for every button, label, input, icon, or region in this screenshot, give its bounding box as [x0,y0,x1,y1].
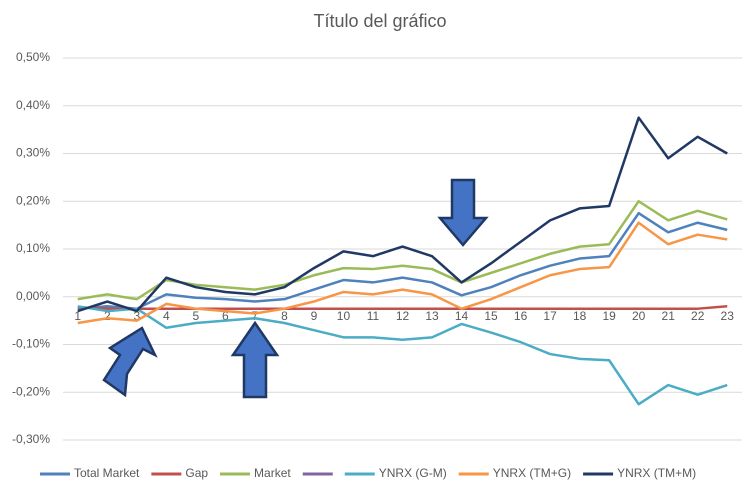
y-tick-label: 0,30% [16,146,50,160]
y-tick-label: 0,40% [16,98,50,112]
x-tick-label: 23 [721,309,735,323]
legend: Total Market Gap Market YNRX (G-M) YNRX (TM+… [40,466,696,480]
x-tick-label: 6 [222,309,229,323]
x-tick-label: 11 [367,309,380,323]
y-tick-label: -0,20% [12,384,50,398]
arrow-up [102,326,158,398]
x-tick-label: 20 [632,309,646,323]
legend-label: Gap [185,466,208,480]
x-tick-label: 15 [484,309,498,323]
x-tick-label: 13 [425,309,439,323]
y-tick-label: 0,50% [16,50,50,64]
series-line [77,221,728,325]
legend-label: Market [254,466,291,480]
x-tick-label: 22 [691,309,705,323]
x-tick-label: 3 [133,309,140,323]
series-line [77,200,728,301]
x-tick-label: 4 [163,309,170,323]
x-tick-label: 7 [252,309,259,323]
x-tick-label: 14 [455,309,469,323]
x-tick-label: 19 [602,309,616,323]
arrow-up [230,320,280,399]
arrow-down [437,178,489,247]
series-line [77,305,728,406]
x-tick-label: 16 [514,309,528,323]
x-tick-label: 10 [337,309,351,323]
x-tick-label: 18 [573,309,587,323]
chart-title: Título del gráfico [313,11,446,31]
x-tick-label: 1 [74,309,81,323]
plot-area: -0,30% -0,20% -0,10% 0,00% 0,10% 0,20% 0,30% 0,… [12,50,742,446]
legend-label: YNRX (G-M) [379,466,447,480]
series-line [77,211,728,310]
x-tick-label: 2 [104,309,111,323]
x-tick-label: 8 [281,309,288,323]
y-tick-label: 0,20% [16,193,50,207]
series-line [77,116,728,313]
x-tick-label: 17 [543,309,557,323]
legend-label: YNRX (TM+M) [617,466,696,480]
series-line [77,305,728,310]
x-tick-label: 21 [662,309,676,323]
legend-label: Total Market [74,466,140,480]
y-tick-label: 0,00% [16,289,50,303]
x-tick-label: 5 [193,309,200,323]
annotation-arrows [102,178,489,399]
y-tick-label: -0,10% [12,337,50,351]
x-tick-label: 9 [311,309,318,323]
y-tick-label: 0,10% [16,241,50,255]
y-tick-label: -0,30% [12,432,50,446]
legend-label: YNRX (TM+G) [493,466,571,480]
x-tick-label: 12 [396,309,410,323]
